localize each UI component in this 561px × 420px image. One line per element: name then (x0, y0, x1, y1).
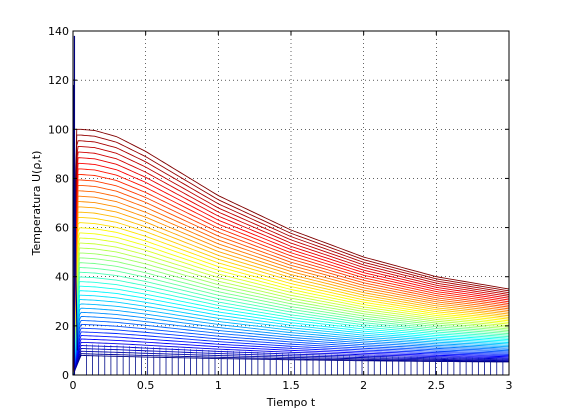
temperature-curve (72, 281, 510, 376)
y-tick-label: 60 (55, 222, 69, 235)
y-tick-label: 120 (48, 74, 69, 87)
temperature-curve (72, 276, 510, 376)
x-tick-label: 0.5 (137, 379, 155, 392)
temperature-curve (72, 252, 510, 376)
temperature-curve (72, 267, 510, 376)
temperature-curve (72, 290, 510, 376)
x-tick-label: 2 (360, 379, 367, 392)
temperature-curve (72, 201, 510, 376)
temperature-curve (72, 338, 510, 376)
temperature-curve (72, 195, 510, 376)
y-axis-label: Temperatura U(ρ,t) (30, 151, 43, 257)
temperature-curves (72, 35, 510, 376)
temperature-curve (72, 211, 510, 376)
temperature-curve (72, 271, 510, 376)
temperature-curve (72, 319, 510, 376)
y-axis-ticks: 0 20 40 60 80 100 120 140 (48, 25, 509, 382)
x-axis-label: Tiempo t (266, 396, 316, 409)
temperature-curve (72, 157, 510, 376)
x-tick-label: 0 (70, 379, 77, 392)
temperature-curve (72, 311, 510, 376)
y-tick-label: 140 (48, 25, 69, 38)
temperature-curve (72, 294, 510, 376)
temperature-curve (72, 331, 510, 376)
temperature-curve (72, 262, 510, 376)
x-tick-label: 2.5 (428, 379, 446, 392)
temperature-curve (72, 232, 510, 376)
temperature-curve (72, 146, 510, 376)
x-tick-label: 1 (215, 379, 222, 392)
temperature-curve (72, 140, 510, 376)
temperature-curve (72, 216, 510, 376)
temperature-curve (72, 285, 510, 376)
temperature-curve (72, 323, 510, 376)
temperature-curve (72, 315, 510, 376)
temperature-curve (72, 247, 510, 376)
temperature-curve (72, 179, 510, 376)
temperature-curve (72, 327, 510, 376)
temperature-curve (72, 168, 510, 376)
temperature-curve (72, 237, 510, 376)
temperature-curve (72, 206, 510, 376)
temperature-curve (72, 299, 510, 376)
x-tick-label: 1.5 (282, 379, 300, 392)
temperature-curve (72, 173, 510, 376)
temperature-curve (72, 222, 510, 376)
x-tick-label: 3 (506, 379, 513, 392)
y-tick-label: 0 (62, 369, 69, 382)
x-axis-ticks: 0 0.5 1 1.5 2 2.5 3 (70, 31, 513, 392)
temperature-curve (72, 184, 510, 376)
y-tick-label: 100 (48, 123, 69, 136)
temperature-curve (72, 257, 510, 376)
y-tick-label: 80 (55, 172, 69, 185)
temperature-curve (72, 134, 510, 376)
y-tick-label: 20 (55, 320, 69, 333)
temperature-curve (72, 227, 510, 376)
temperature-curve (72, 335, 510, 376)
grid-lines (73, 31, 509, 375)
temperature-curve (72, 190, 510, 376)
temperature-curve (72, 162, 510, 376)
temperature-curve (72, 128, 510, 376)
temperature-curve (72, 341, 510, 376)
temperature-curve (72, 307, 510, 376)
temperature-curve (72, 303, 510, 376)
temperature-curve (72, 151, 510, 376)
temperature-curve (72, 242, 510, 376)
y-tick-label: 40 (55, 271, 69, 284)
